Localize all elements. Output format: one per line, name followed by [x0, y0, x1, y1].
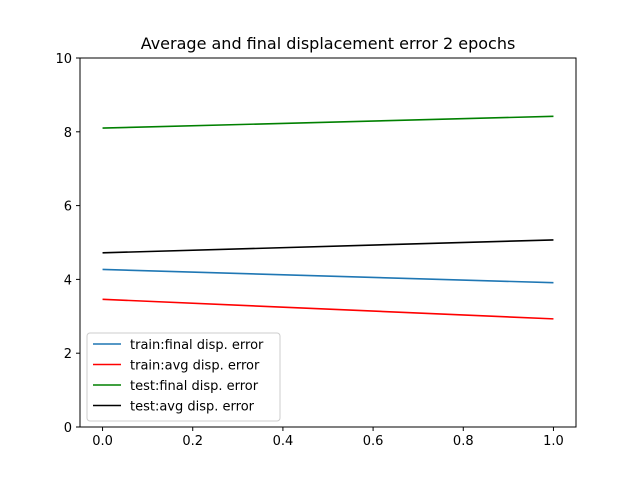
- x-tick-label: 1.0: [543, 434, 564, 449]
- plot-area: [79, 57, 577, 428]
- x-axis: 0.0 0.2 0.4 0.6 0.8 1.0: [92, 427, 564, 449]
- x-tick-label: 0.6: [363, 434, 384, 449]
- x-tick-label: 0.8: [453, 434, 474, 449]
- chart-title: Average and final displacement error 2 e…: [141, 34, 516, 53]
- legend: train:final disp. error train:avg disp. e…: [86, 332, 281, 422]
- legend-label: train:avg disp. error: [130, 359, 260, 374]
- y-tick-label: 6: [64, 200, 72, 215]
- x-tick-label: 0.0: [92, 434, 113, 449]
- legend-label: test:final disp. error: [130, 379, 259, 394]
- series-line-0: [102, 268, 554, 284]
- legend-label: test:avg disp. error: [130, 400, 255, 415]
- axes-frame: [79, 57, 577, 428]
- y-tick-label: 8: [64, 126, 72, 141]
- series-lines: [102, 115, 554, 320]
- y-axis: 0 2 4 6 8 10: [55, 52, 80, 436]
- legend-box: [86, 332, 281, 422]
- series-line-3: [102, 239, 554, 254]
- series-line-1: [102, 298, 554, 320]
- x-tick-label: 0.4: [273, 434, 294, 449]
- y-tick-label: 0: [64, 421, 72, 436]
- series-line-2: [102, 115, 554, 129]
- y-tick-label: 10: [55, 52, 72, 67]
- y-tick-label: 4: [64, 273, 72, 288]
- y-tick-label: 2: [64, 347, 72, 362]
- x-tick-label: 0.2: [182, 434, 203, 449]
- legend-label: train:final disp. error: [130, 338, 264, 353]
